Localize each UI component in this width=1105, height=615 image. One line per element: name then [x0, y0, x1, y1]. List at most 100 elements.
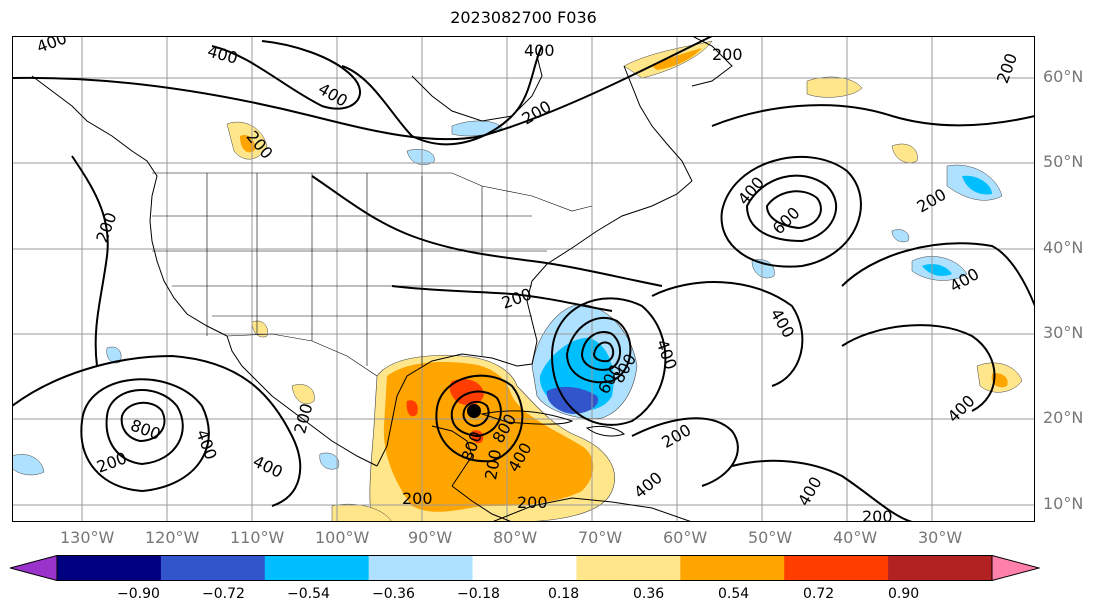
contour-gulf-low-3: [435, 374, 524, 463]
lon-label-70w: 70°W: [578, 528, 623, 547]
lat-label-30n: 30°N: [1043, 323, 1084, 342]
orange-region-gulf-core: [383, 361, 594, 512]
contour-us-200: [311, 175, 663, 287]
colorbar-tick-label: −0.54: [287, 586, 330, 602]
yellow-patch-north-atlantic: [806, 76, 863, 98]
contour-south-400: [631, 417, 739, 487]
coast-baja: [226, 335, 378, 467]
contour-south-200: [731, 459, 913, 522]
contour-pac-low-2: [105, 389, 184, 466]
colorbar-tick-label: −0.18: [457, 586, 500, 602]
border-us-canada: [152, 172, 593, 212]
contour-atl-high-3: [720, 156, 862, 268]
contour-label: 200: [862, 507, 893, 522]
contour-atl-high-2: [765, 190, 822, 230]
contour-label: 200: [92, 210, 120, 245]
colorbar-swatch: [264, 555, 370, 581]
contour-se-200: [391, 285, 613, 312]
contour-label: 200: [914, 185, 950, 217]
lon-label-130w: 130°W: [60, 528, 115, 547]
contour-arctic-400: [211, 40, 362, 110]
coast-greenland: [691, 36, 733, 87]
colorbar-frame: [56, 555, 993, 581]
dark-blue-region-atlantic: [546, 386, 599, 414]
coast-gulf: [376, 320, 538, 467]
lon-label-60w: 60°W: [663, 528, 708, 547]
storm-center: [467, 404, 481, 418]
contour-pac-low-1: [120, 401, 166, 443]
cyan-patch-azores: [922, 263, 952, 276]
blue-patch-hudson: [451, 120, 503, 137]
blue-patch-pacific-3: [319, 452, 340, 470]
contour-east-400: [841, 324, 996, 412]
colorbar-tick-label: −0.90: [117, 586, 160, 602]
red-patch-2: [406, 400, 418, 417]
colorbar-swatch: [472, 555, 577, 581]
contour-low-1: [565, 316, 632, 384]
contour-low-outer: [550, 297, 667, 426]
contour-label: 400: [630, 468, 666, 502]
lon-label-100w: 100°W: [315, 528, 370, 547]
contour-pac-200: [12, 354, 302, 507]
map-title: 2023082700 F036: [450, 8, 597, 27]
contour-label: 200: [517, 493, 548, 512]
colorbar-tick-label: 0.18: [548, 586, 580, 602]
contour-north-200: [12, 36, 713, 141]
contour-low-3: [592, 341, 615, 363]
coast-south-america: [491, 497, 693, 522]
blue-patch-pacific-2: [106, 346, 122, 364]
colorbar-tick-label: 0.90: [888, 586, 920, 602]
contour-gulf-low-1: [450, 390, 502, 438]
contour-west-200: [71, 155, 109, 367]
contour-label: 400: [192, 427, 220, 462]
contour-label: 400: [734, 173, 768, 209]
colorbar-tick-label: 0.36: [633, 586, 665, 602]
contour-label: 400: [767, 305, 799, 341]
storm-marker: [467, 404, 481, 418]
contour-label: 400: [794, 473, 826, 509]
colorbar-swatch: [576, 555, 681, 581]
lat-label-40n: 40°N: [1043, 238, 1084, 257]
colorbar-tick-label: −0.72: [202, 586, 245, 602]
yellow-patch-pacific-mx: [291, 384, 315, 405]
lat-label-10n: 10°N: [1043, 494, 1084, 513]
lat-label-50n: 50°N: [1043, 152, 1084, 171]
colorbar-swatch: [160, 555, 266, 581]
coast-pacific-us: [149, 195, 228, 337]
contour-gulf-low-2: [462, 400, 490, 428]
borders: [152, 172, 593, 377]
contour-label: 400: [250, 452, 286, 482]
coast-atlantic-us: [526, 180, 693, 322]
blue-patch-pacific-1: [12, 454, 45, 476]
contour-label: 200: [993, 51, 1021, 86]
contour-labels: 400 400 400 200 200 200 400 200 200 400 …: [34, 36, 1021, 522]
colorbar-swatch: [784, 555, 889, 581]
shaded-regions: [12, 40, 1023, 522]
coast-pacific-north: [31, 75, 158, 197]
contour-label: 400: [652, 337, 680, 372]
lon-label-90w: 90°W: [408, 528, 453, 547]
colorbar-extend-max: [991, 555, 1040, 581]
colorbar: [10, 555, 1040, 581]
contour-label: 400: [205, 41, 239, 67]
border-us-mexico: [226, 333, 378, 377]
orange-patch-canaries: [991, 373, 1008, 388]
coast-yucatan: [431, 425, 473, 487]
contour-label: 200: [519, 97, 555, 129]
contour-label: 200: [402, 489, 433, 508]
contour-east-200: [841, 242, 1035, 307]
contour-lines: [12, 36, 1035, 522]
colorbar-swatch: [368, 555, 474, 581]
lon-label-40w: 40°W: [833, 528, 878, 547]
contour-label: 400: [524, 41, 555, 60]
map-frame: [12, 36, 1035, 522]
contour-low-2: [580, 331, 621, 371]
cyan-patch-east-atlantic: [962, 175, 992, 195]
colorbar-tick-label: −0.36: [372, 586, 415, 602]
lon-label-110w: 110°W: [230, 528, 285, 547]
yellow-patch-mexico: [251, 320, 268, 338]
contour-pac-low-3: [80, 378, 210, 493]
blue-patch-greenland: [891, 229, 910, 243]
lon-label-120w: 120°W: [145, 528, 200, 547]
colorbar-swatch: [57, 555, 162, 581]
